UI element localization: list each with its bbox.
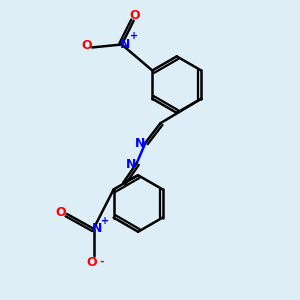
Text: +: + [101,216,109,226]
Text: O: O [130,9,140,22]
Text: O: O [81,40,92,52]
Text: O: O [55,206,66,219]
Text: O: O [87,256,98,268]
Text: N: N [126,158,136,171]
Text: N: N [92,222,102,235]
Text: N: N [120,38,130,51]
Text: N: N [135,137,146,150]
Text: +: + [130,31,138,41]
Text: -: - [100,257,104,267]
